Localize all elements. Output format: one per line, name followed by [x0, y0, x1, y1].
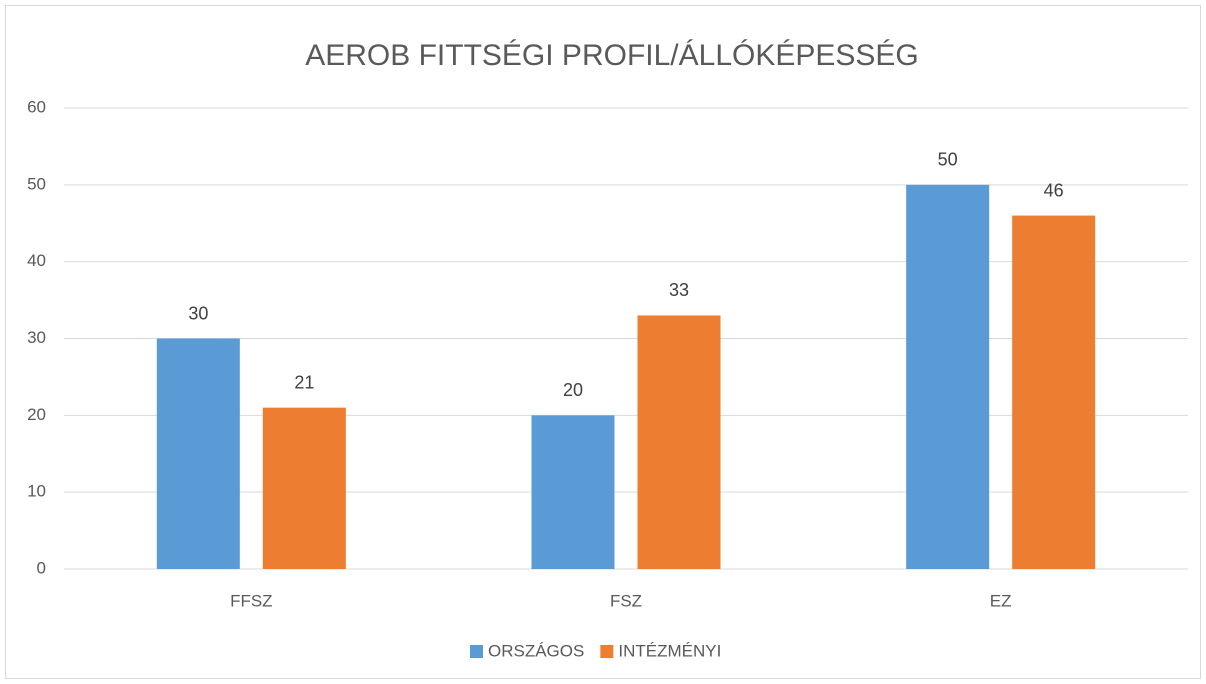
chart-title: AEROB FITTSÉGI PROFIL/ÁLLÓKÉPESSÉG [305, 39, 919, 72]
legend-label: ORSZÁGOS [488, 641, 584, 660]
legend-swatch [470, 645, 483, 658]
y-tick-label: 0 [37, 558, 46, 577]
y-tick-label: 20 [27, 405, 46, 424]
data-label: 50 [938, 150, 958, 170]
data-label: 33 [669, 280, 689, 300]
y-tick-label: 30 [27, 328, 46, 347]
data-label: 30 [188, 303, 208, 323]
bar [906, 184, 990, 570]
data-label: 21 [294, 372, 314, 392]
y-tick-label: 10 [27, 482, 46, 501]
bar [637, 315, 721, 569]
bar [1012, 215, 1096, 570]
data-label: 20 [563, 380, 583, 400]
legend-label: INTÉZMÉNYI [618, 641, 721, 660]
data-label: 46 [1044, 180, 1064, 200]
x-tick-label: EZ [990, 591, 1012, 610]
x-tick-label: FFSZ [230, 591, 273, 610]
bar [156, 338, 240, 569]
y-tick-label: 50 [27, 174, 46, 193]
bar [531, 415, 615, 569]
x-tick-label: FSZ [610, 591, 642, 610]
y-tick-label: 60 [27, 97, 46, 116]
legend-swatch [600, 645, 614, 658]
bar [262, 407, 346, 569]
y-tick-label: 40 [27, 251, 46, 270]
